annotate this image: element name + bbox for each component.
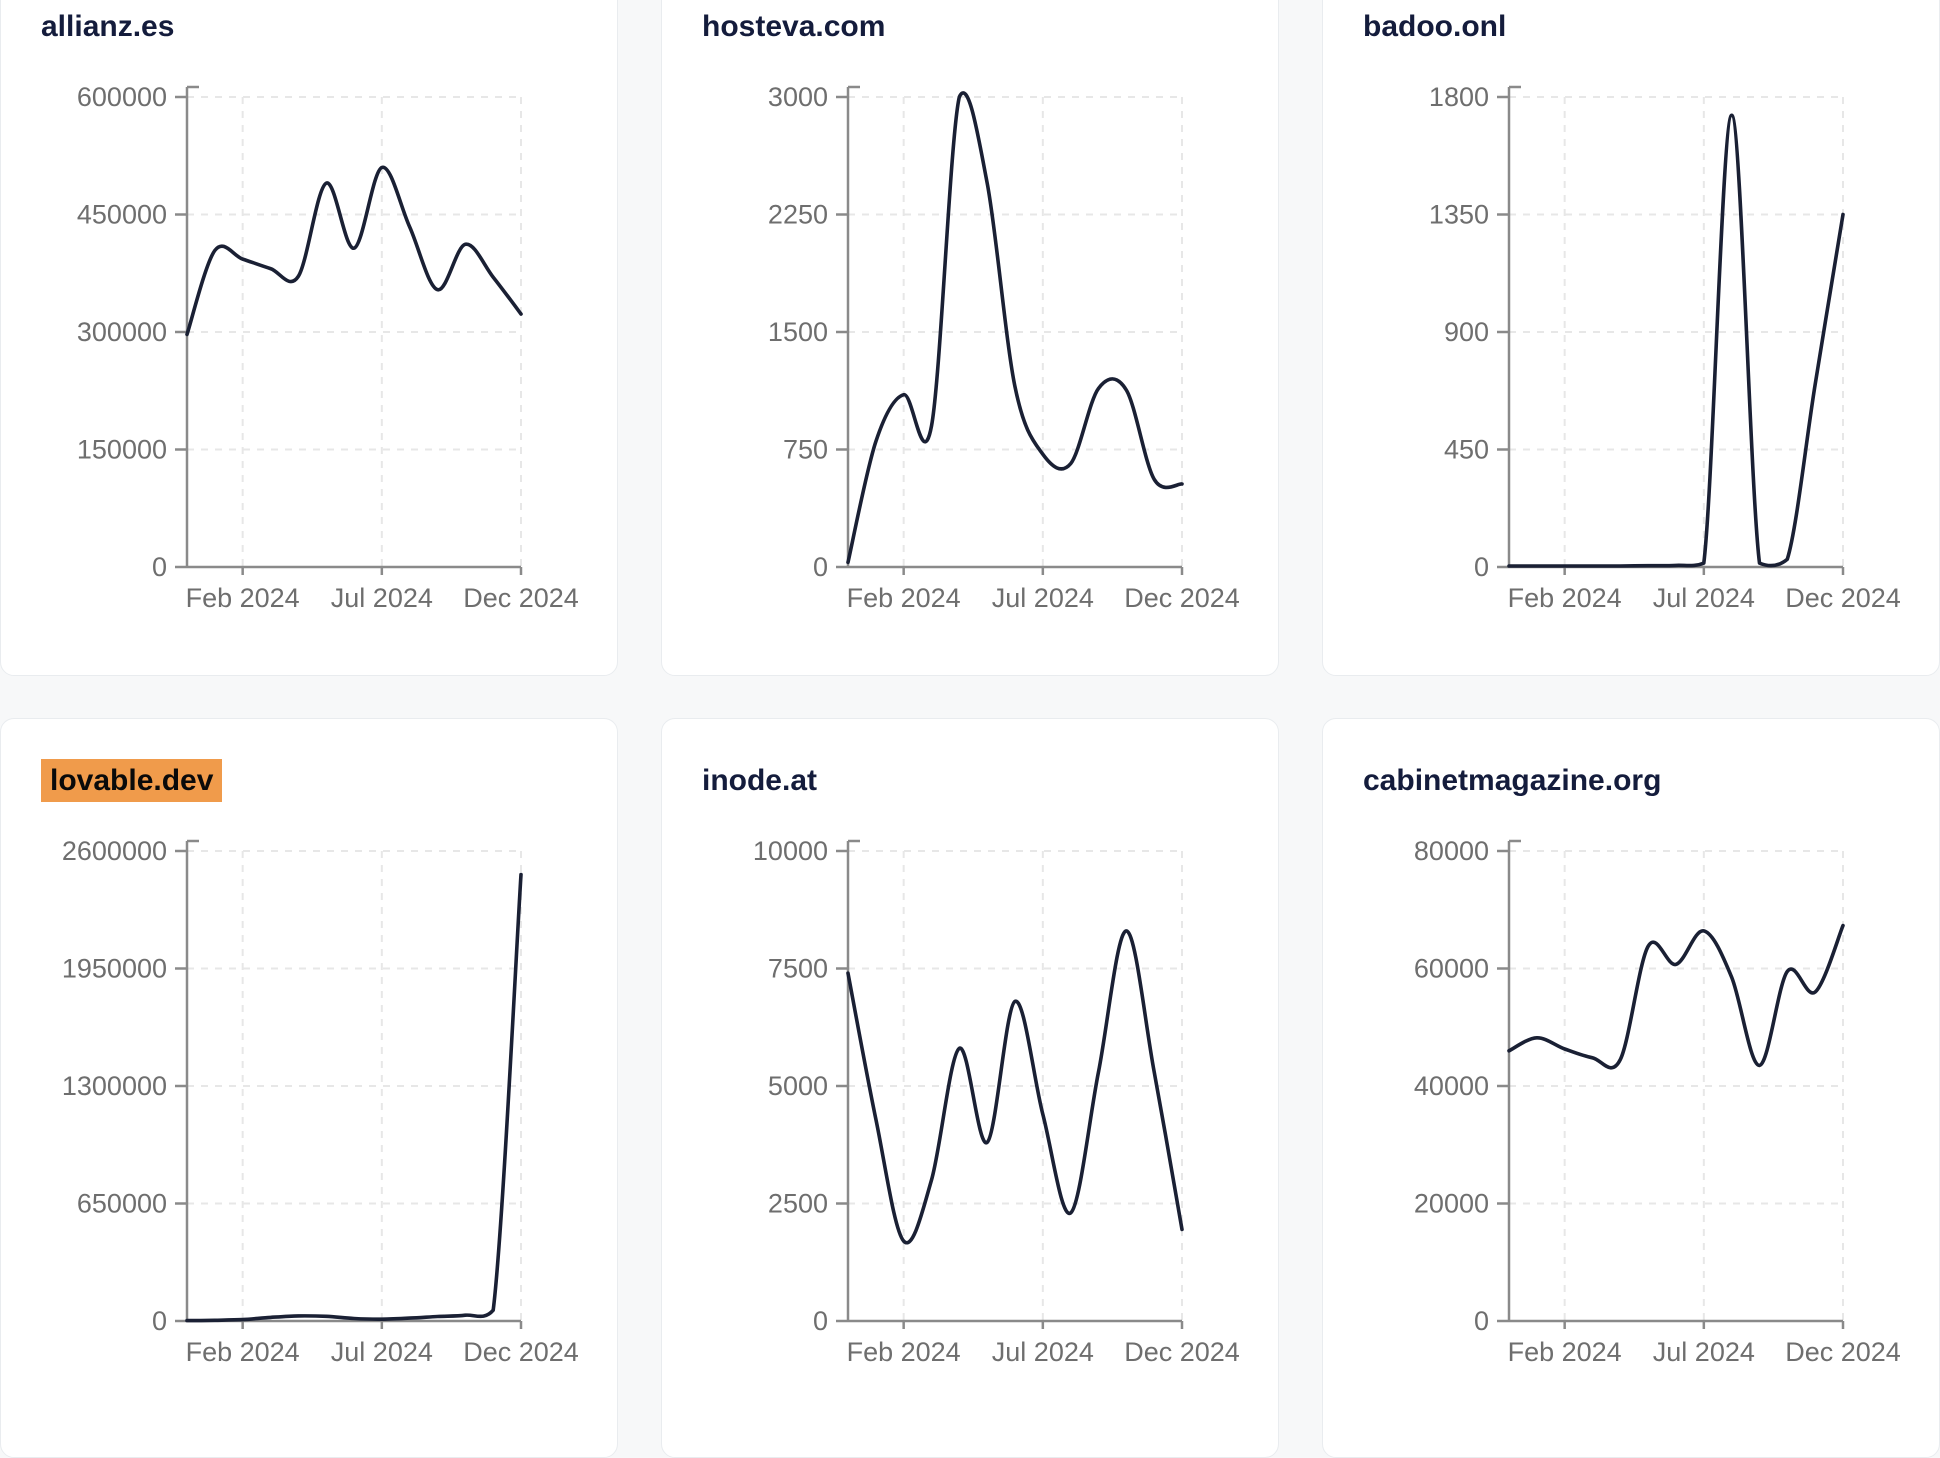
- y-tick-label: 0: [813, 1306, 828, 1336]
- y-tick-label: 1950000: [62, 954, 167, 984]
- y-tick-label: 0: [1474, 552, 1489, 582]
- y-tick-label: 150000: [77, 435, 167, 465]
- y-tick-label: 750: [783, 435, 828, 465]
- y-tick-label: 650000: [77, 1189, 167, 1219]
- chart-title-text: hosteva.com: [702, 10, 886, 43]
- chart-title-text-highlighted: lovable.dev: [41, 759, 223, 802]
- y-tick-label: 1800: [1429, 82, 1489, 112]
- y-tick-label: 600000: [77, 82, 167, 112]
- line-chart-cabinetmagazine: 0 20000 40000 60000 80000 Feb 2024 Jul 2024 Dec…: [1414, 836, 1901, 1367]
- y-tick-label: 10000: [753, 836, 828, 866]
- series-line: [185, 165, 523, 337]
- series-line: [1507, 923, 1845, 1070]
- x-tick-label: Feb 2024: [186, 583, 300, 613]
- y-tick-label: 0: [152, 552, 167, 582]
- y-tick-label: 0: [152, 1306, 167, 1336]
- x-tick-label: Jul 2024: [1653, 583, 1755, 613]
- y-tick-label: 1500: [768, 317, 828, 347]
- x-tick-label: Dec 2024: [1785, 1337, 1901, 1367]
- chart-card-lovable: lovable.dev 0 650000 1300000 1950000 2600000…: [0, 718, 618, 1458]
- y-tick-label: 0: [1474, 1306, 1489, 1336]
- y-tick-label: 60000: [1414, 954, 1489, 984]
- y-tick-label: 2250: [768, 200, 828, 230]
- x-tick-label: Dec 2024: [463, 583, 579, 613]
- line-chart-allianz: 0 150000 300000 450000 600000 Feb 2024 Jul 202…: [77, 82, 579, 613]
- chart-card-badoo: badoo.onl 0 450 900 1350 1800 Feb 2024 Jul 202…: [1322, 0, 1940, 676]
- y-tick-label: 300000: [77, 317, 167, 347]
- y-tick-label: 2500: [768, 1189, 828, 1219]
- x-tick-label: Feb 2024: [1508, 1337, 1622, 1367]
- y-tick-label: 3000: [768, 82, 828, 112]
- series-line: [846, 91, 1184, 565]
- y-tick-label: 7500: [768, 954, 828, 984]
- line-chart-inode: 0 2500 5000 7500 10000 Feb 2024 Jul 2024 Dec 20…: [753, 836, 1240, 1367]
- chart-card-hosteva: hosteva.com 0 750 1500 2250 3000 Feb 2024 Jul …: [661, 0, 1279, 676]
- y-tick-label: 40000: [1414, 1071, 1489, 1101]
- x-tick-label: Feb 2024: [847, 1337, 961, 1367]
- chart-card-inode: inode.at 0 2500 5000 7500 10000 Feb 2024 Jul 2…: [661, 718, 1279, 1458]
- x-tick-label: Dec 2024: [1785, 583, 1901, 613]
- chart-title: hosteva.com: [702, 9, 885, 45]
- chart-title: lovable.dev: [41, 759, 223, 802]
- x-tick-label: Dec 2024: [1124, 583, 1240, 613]
- y-tick-label: 1300000: [62, 1071, 167, 1101]
- x-tick-label: Dec 2024: [1124, 1337, 1240, 1367]
- y-tick-label: 1350: [1429, 200, 1489, 230]
- chart-title-text: cabinetmagazine.org: [1363, 764, 1662, 797]
- x-tick-label: Jul 2024: [1653, 1337, 1755, 1367]
- y-tick-label: 80000: [1414, 836, 1489, 866]
- x-tick-label: Feb 2024: [1508, 583, 1622, 613]
- y-tick-label: 5000: [768, 1071, 828, 1101]
- y-tick-label: 2600000: [62, 836, 167, 866]
- chart-title: cabinetmagazine.org: [1363, 763, 1661, 799]
- y-tick-label: 450: [1444, 435, 1489, 465]
- series-line: [185, 872, 523, 1323]
- x-tick-label: Feb 2024: [847, 583, 961, 613]
- y-tick-label: 0: [813, 552, 828, 582]
- line-chart-badoo: 0 450 900 1350 1800 Feb 2024 Jul 2024 Dec 2024: [1429, 82, 1901, 613]
- series-line: [1507, 113, 1845, 568]
- chart-card-allianz: allianz.es 0 150000 300000 450000 600000 Feb …: [0, 0, 618, 676]
- line-chart-lovable: 0 650000 1300000 1950000 2600000 Feb 2024 Jul …: [62, 836, 579, 1367]
- y-tick-label: 900: [1444, 317, 1489, 347]
- y-tick-label: 450000: [77, 200, 167, 230]
- chart-title: inode.at: [702, 763, 817, 799]
- chart-title: allianz.es: [41, 9, 174, 45]
- chart-title-text: inode.at: [702, 764, 818, 797]
- series-line: [846, 929, 1184, 1245]
- chart-title-text: allianz.es: [41, 10, 175, 43]
- x-tick-label: Jul 2024: [992, 1337, 1094, 1367]
- chart-card-cabinetmagazine: cabinetmagazine.org 0 20000 40000 60000 8000…: [1322, 718, 1940, 1458]
- chart-title-text: badoo.onl: [1363, 10, 1507, 43]
- x-tick-label: Jul 2024: [992, 583, 1094, 613]
- y-tick-label: 20000: [1414, 1189, 1489, 1219]
- x-tick-label: Jul 2024: [331, 1337, 433, 1367]
- x-tick-label: Dec 2024: [463, 1337, 579, 1367]
- x-tick-label: Jul 2024: [331, 583, 433, 613]
- x-tick-label: Feb 2024: [186, 1337, 300, 1367]
- chart-title: badoo.onl: [1363, 9, 1506, 45]
- line-chart-hosteva: 0 750 1500 2250 3000 Feb 2024 Jul 2024 Dec 2024: [768, 82, 1240, 613]
